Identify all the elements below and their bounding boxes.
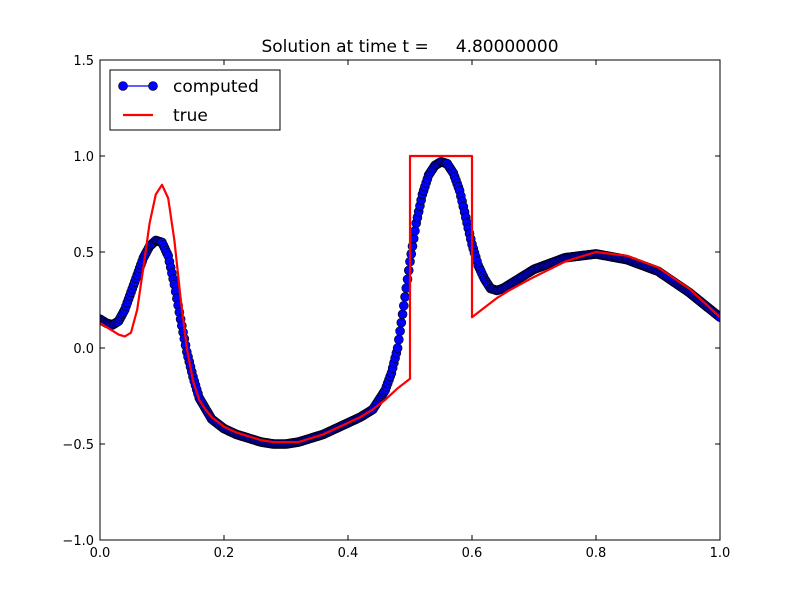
series-true-line bbox=[100, 154, 720, 444]
x-tick-label: 0.6 bbox=[462, 546, 483, 561]
legend: computed true bbox=[109, 69, 281, 131]
y-tick-label: 1.5 bbox=[73, 54, 94, 69]
y-tick-label: −0.5 bbox=[62, 438, 94, 453]
x-tick-label: 0.8 bbox=[586, 546, 607, 561]
y-tick-label: 0.5 bbox=[73, 246, 94, 261]
computed-point bbox=[395, 326, 405, 336]
x-tick-label: 0.4 bbox=[338, 546, 359, 561]
legend-computed-marker-right bbox=[148, 81, 158, 91]
y-tick-label: 1.0 bbox=[73, 150, 94, 165]
computed-point bbox=[403, 265, 414, 276]
computed-point bbox=[398, 300, 409, 311]
legend-computed-marker-left bbox=[118, 81, 128, 91]
legend-computed-label: computed bbox=[173, 77, 259, 97]
x-tick-label: 0.2 bbox=[214, 546, 235, 561]
computed-point bbox=[400, 292, 410, 302]
computed-point bbox=[394, 334, 404, 345]
x-tick-label: 1.0 bbox=[710, 546, 731, 561]
chart-title: Solution at time t = 4.80000000 bbox=[261, 37, 558, 57]
computed-point bbox=[396, 317, 407, 328]
plot-content bbox=[100, 154, 720, 449]
y-tick-label: 0.0 bbox=[73, 342, 94, 357]
computed-point bbox=[392, 343, 403, 353]
axis-ticks: 0.0 0.2 0.4 0.6 0.8 1.0 −1.0 −0.5 0.0 0.5 1.0 1.5 bbox=[62, 54, 730, 561]
x-tick-label: 0.0 bbox=[90, 546, 111, 561]
legend-box bbox=[109, 69, 281, 131]
y-tick-label: −1.0 bbox=[62, 534, 94, 549]
plot-frame bbox=[99, 59, 721, 541]
computed-point bbox=[397, 309, 408, 320]
legend-true-label: true bbox=[173, 106, 208, 126]
